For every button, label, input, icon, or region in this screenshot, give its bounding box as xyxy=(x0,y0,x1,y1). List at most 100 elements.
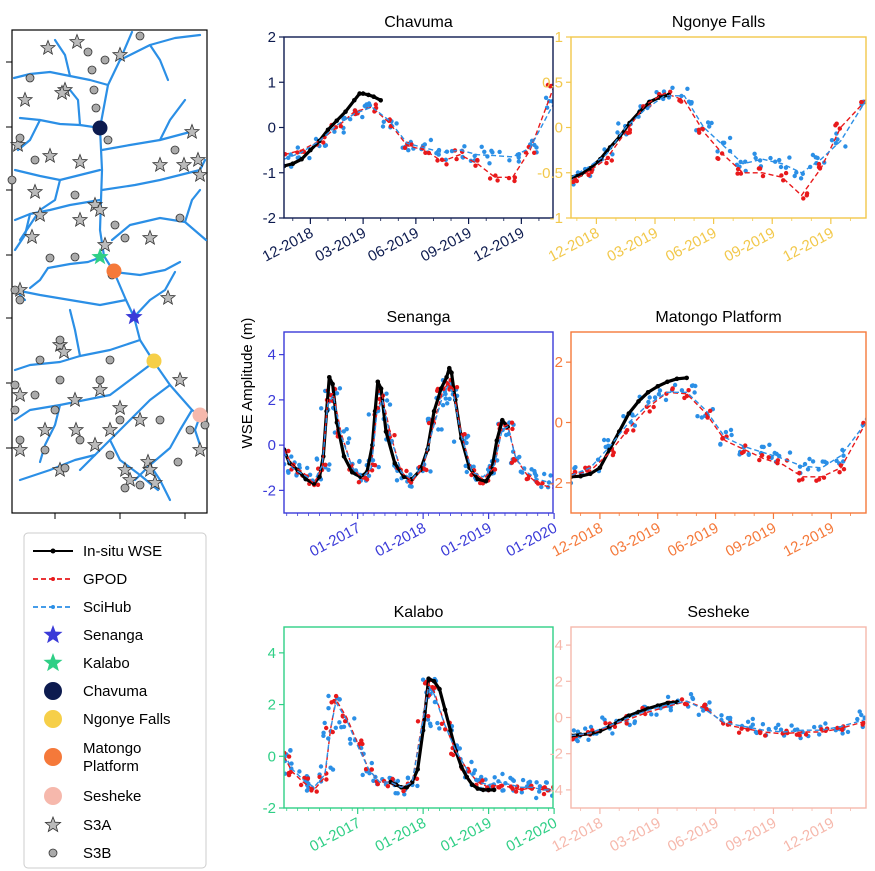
scihub-point xyxy=(435,720,440,726)
insitu-point xyxy=(588,471,593,477)
map-s3a-marker xyxy=(121,471,139,488)
gpod-point xyxy=(651,404,656,410)
legend-items: In-situ WSE GPOD SciHub Senanga Kalabo Chavum… xyxy=(33,543,171,862)
gpod-point xyxy=(509,420,515,425)
map-s3a-marker xyxy=(36,421,54,438)
scihub-point xyxy=(615,130,620,135)
insitu-point xyxy=(415,766,421,772)
map-s3a-marker xyxy=(71,153,89,170)
scihub-point xyxy=(649,712,654,717)
insitu-point xyxy=(494,438,500,443)
legend-item: Kalabo xyxy=(43,653,130,672)
map-s3a-marker xyxy=(31,206,49,223)
insitu-point xyxy=(475,786,481,791)
scihub-point xyxy=(800,729,805,735)
gpod-point xyxy=(506,175,512,181)
scihub-point xyxy=(767,442,772,447)
gpod-point xyxy=(716,156,721,161)
scihub-point xyxy=(394,478,400,483)
scihub-point xyxy=(823,721,828,726)
insitu-point xyxy=(475,476,481,482)
river-segment xyxy=(18,178,62,242)
gpod-point xyxy=(647,409,652,414)
scihub-point xyxy=(284,771,288,776)
scihub-point xyxy=(289,454,294,459)
scihub-point xyxy=(630,412,635,417)
gpod-point xyxy=(426,714,431,719)
subplot-title: Kalabo xyxy=(394,604,444,621)
subplot-chavuma: Chavuma -2 -1 0 1 2 12-201803-201906-201909-20… xyxy=(260,14,554,266)
legend-item: S3A xyxy=(44,815,111,834)
gpod-point xyxy=(415,719,421,724)
scihub-point xyxy=(745,719,751,724)
y-tick-label: 0 xyxy=(555,120,563,137)
y-tick-label: 0 xyxy=(268,437,276,454)
scihub-point xyxy=(346,436,352,441)
gpod-point xyxy=(572,469,578,475)
gpod-point xyxy=(369,468,375,473)
map-s3a-marker xyxy=(111,399,129,416)
map-s3a-marker xyxy=(139,453,157,470)
scihub-point xyxy=(840,447,845,453)
insitu-point xyxy=(431,408,437,414)
y-tick-label: 4 xyxy=(268,347,276,364)
y-tick-label: -2 xyxy=(263,210,276,227)
map-s3b-marker xyxy=(70,190,80,200)
scihub-point xyxy=(787,450,793,455)
map-chavuma-marker xyxy=(92,120,108,136)
insitu-point xyxy=(372,408,378,414)
insitu-point xyxy=(299,156,304,162)
gpod-point xyxy=(763,733,768,738)
subplot-frame xyxy=(570,626,867,809)
map-s3a-marker xyxy=(11,386,29,403)
scihub-point xyxy=(463,463,468,469)
x-tick-label: 06-2019 xyxy=(665,520,722,561)
scihub-point xyxy=(332,129,337,134)
gpod-point xyxy=(385,784,391,789)
scihub-point xyxy=(520,777,526,783)
gpod-point xyxy=(512,178,517,184)
insitu-point xyxy=(459,764,464,769)
scihub-point xyxy=(286,470,291,475)
scihub-point xyxy=(534,780,539,785)
map-s3b-marker xyxy=(120,483,130,493)
insitu-point xyxy=(438,386,444,391)
x-tick-label: 01-2017 xyxy=(307,520,364,561)
scihub-point xyxy=(656,392,662,397)
map-s3b-marker xyxy=(185,425,195,435)
scihub-point xyxy=(773,725,778,731)
insitu-point xyxy=(626,713,632,718)
gpod-point xyxy=(643,711,648,717)
scihub-point xyxy=(705,120,711,125)
river-segment xyxy=(28,266,50,290)
scihub-line xyxy=(571,700,866,737)
map-s3a-marker xyxy=(141,461,159,478)
x-tick-label: 12-2018 xyxy=(260,225,317,266)
scihub-point xyxy=(719,713,724,718)
gpod-point xyxy=(435,388,440,393)
river-segment xyxy=(68,88,82,127)
gpod-point xyxy=(317,774,322,780)
x-tick-label: 09-2019 xyxy=(722,225,779,266)
scihub-point xyxy=(867,103,871,107)
map-s3b-marker xyxy=(105,355,115,365)
scihub-point xyxy=(490,150,495,155)
y-tick-label: 1 xyxy=(268,74,276,91)
scihub-point xyxy=(632,720,637,726)
river-segment xyxy=(46,254,106,270)
scihub-point xyxy=(810,459,816,464)
x-tick-label: 01-2019 xyxy=(438,815,495,856)
insitu-point xyxy=(317,474,322,480)
scihub-point xyxy=(833,141,839,146)
gpod-point xyxy=(359,738,364,743)
y-tick-label: 0 xyxy=(555,415,563,432)
gpod-point xyxy=(816,161,822,167)
scihub-point xyxy=(690,695,695,700)
scihub-point xyxy=(670,85,675,91)
scihub-point xyxy=(326,467,331,472)
map-s3b-marker xyxy=(100,55,110,65)
map-s3a-marker xyxy=(183,123,201,140)
insitu-point xyxy=(330,381,335,387)
scihub-point xyxy=(464,469,469,475)
scihub-point xyxy=(729,432,734,438)
